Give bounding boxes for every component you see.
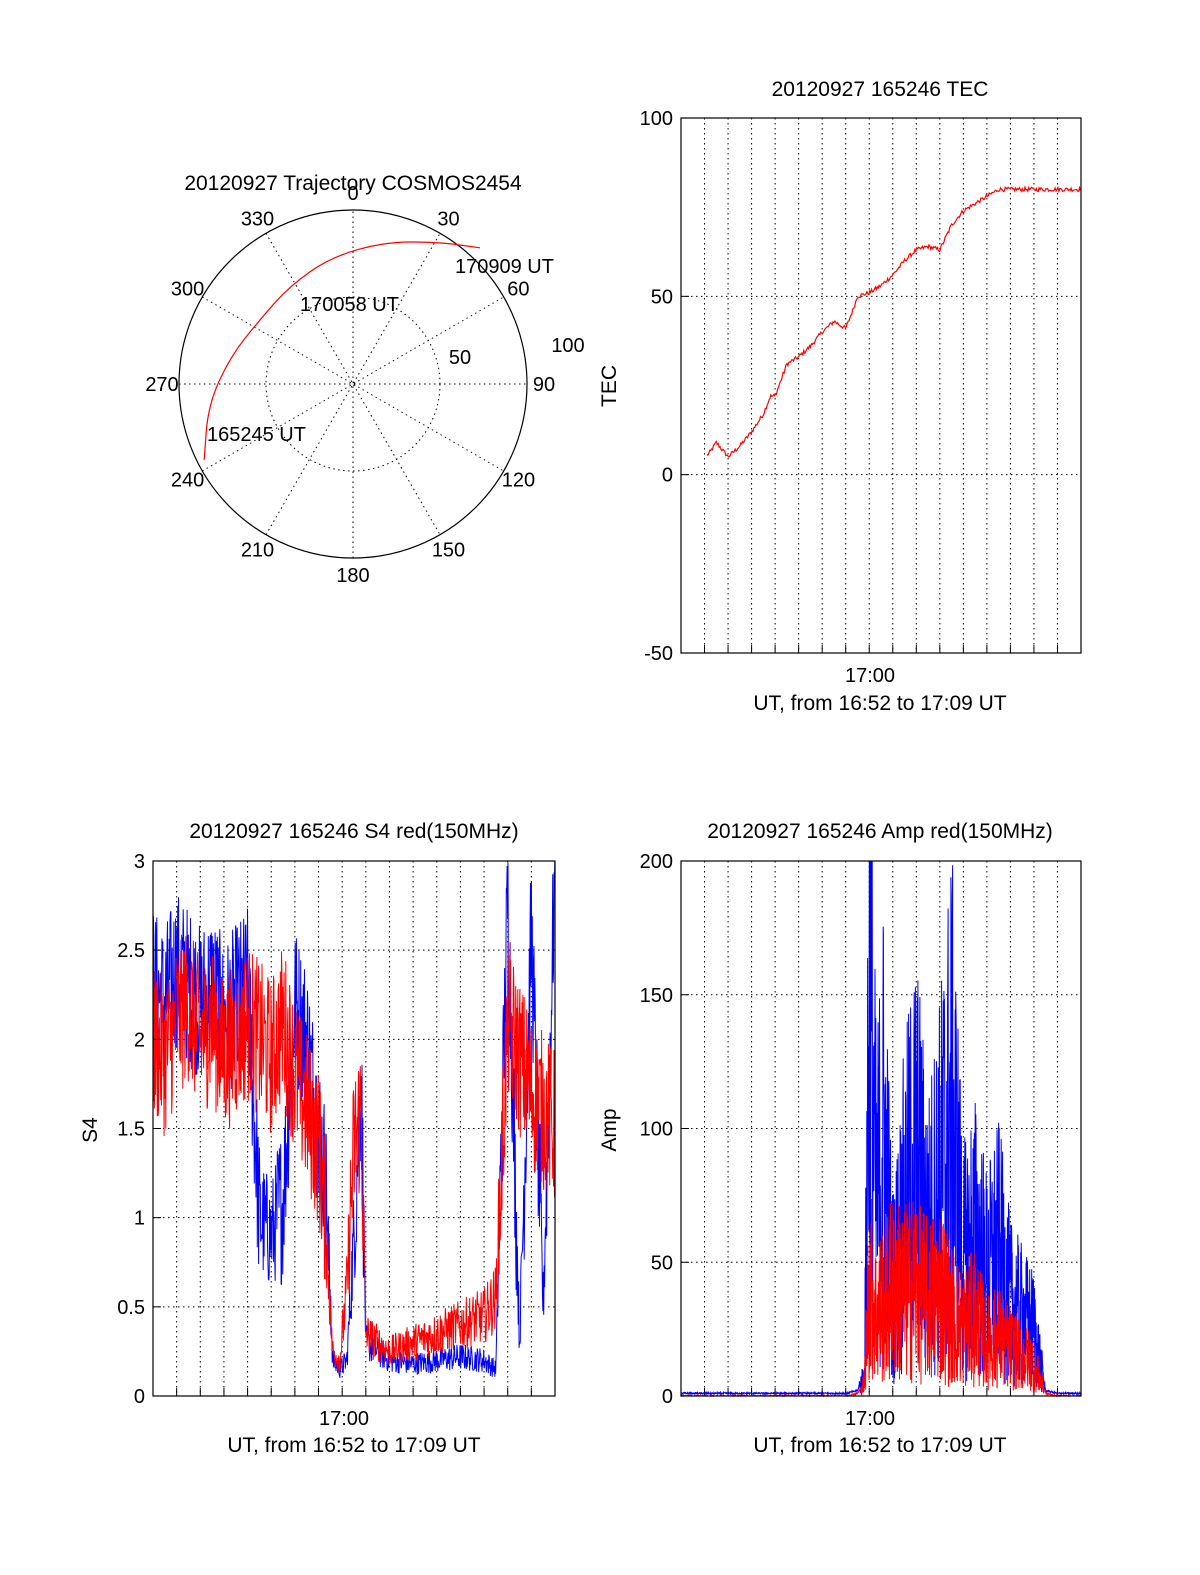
amp-ytick-label-50: 50 [651,1252,673,1274]
polar-spokes [179,210,527,558]
s4-ytick-label-0.5: 0.5 [117,1297,145,1319]
amp-ylabel: Amp [598,1108,621,1151]
polar-elev-label-50: 50 [449,347,471,369]
s4-series-1 [152,860,556,1378]
amp-y-ticks: 0 50 100 150 200 [640,851,689,1408]
tec-ytick-label-100: 100 [640,108,673,130]
trajectory-mid-label: 170058 UT [300,294,399,316]
amp-plot: 20120927 165246 Amp red(150MHz) 0 50 100 15… [598,820,1082,1457]
polar-spoke-60 [202,296,504,472]
tec-ytick-label-0: 0 [662,465,673,487]
polar-trajectory-plot: 20120927 Trajectory COSMOS2454 0 30 60 90 12… [145,172,584,587]
trajectory-start-label: 165245 UT [207,424,306,446]
s4-y-ticks: 0 0.5 1 1.5 2 2.5 3 [117,851,161,1408]
polar-elev-label-100: 100 [551,335,584,357]
s4-plot: 20120927 165246 S4 red(150MHz) 0 0.5 1 1.5 2… [79,820,556,1457]
polar-title: 20120927 Trajectory COSMOS2454 [184,172,522,195]
s4-ylabel: S4 [79,1117,102,1143]
tec-frame [680,117,1082,654]
s4-ytick-label-2: 2 [134,1029,145,1051]
polar-spoke-120 [202,296,504,472]
trajectory-line [203,241,481,460]
amp-series-0 [680,860,1082,1397]
polar-az-label-330: 330 [241,209,274,231]
trajectory-end-label: 170909 UT [455,256,554,278]
polar-az-label-60: 60 [507,279,529,301]
polar-az-label-30: 30 [437,209,459,231]
s4-xtick-label: 17:00 [319,1408,369,1430]
polar-az-label-120: 120 [502,470,535,492]
amp-ytick-label-150: 150 [640,985,673,1007]
polar-az-label-180: 180 [336,565,369,587]
amp-ytick-label-0: 0 [662,1386,673,1408]
tec-series-line [706,185,1082,458]
polar-spoke-150 [265,233,441,535]
amp-xtick-label: 17:00 [845,1408,895,1430]
amp-ytick-label-200: 200 [640,851,673,873]
s4-ytick-label-2.5: 2.5 [117,940,145,962]
s4-ytick-label-0: 0 [134,1386,145,1408]
amp-ytick-label-100: 100 [640,1119,673,1141]
tec-title: 20120927 165246 TEC [772,78,989,101]
s4-xlabel: UT, from 16:52 to 17:09 UT [227,1434,480,1457]
s4-title: 20120927 165246 S4 red(150MHz) [189,820,518,843]
s4-series-0 [152,934,556,1373]
polar-az-label-300: 300 [171,279,204,301]
tec-xtick-label: 17:00 [845,665,895,687]
polar-spoke-30 [265,233,441,535]
polar-azimuth-labels: 0 30 60 90 120 150 180 210 240 270 300 330 [145,183,555,587]
polar-az-label-150: 150 [432,539,465,561]
s4-ytick-label-1: 1 [134,1208,145,1230]
amp-title: 20120927 165246 Amp red(150MHz) [707,820,1053,843]
polar-az-label-0: 0 [347,183,358,205]
polar-az-label-240: 240 [171,470,204,492]
polar-az-label-90: 90 [533,374,555,396]
amp-series [680,860,1082,1398]
tec-grid [681,118,1081,653]
tec-ytick-label-50: 50 [651,286,673,308]
tec-ylabel: TEC [598,365,621,407]
tec-ytick-label--50: -50 [644,643,673,665]
s4-ytick-label-3: 3 [134,851,145,873]
tec-xlabel: UT, from 16:52 to 17:09 UT [753,692,1006,715]
amp-xlabel: UT, from 16:52 to 17:09 UT [753,1434,1006,1457]
s4-ytick-label-1.5: 1.5 [117,1119,145,1141]
polar-az-label-270: 270 [145,374,178,396]
polar-az-label-210: 210 [241,539,274,561]
s4-series [152,860,556,1378]
tec-y-ticks: -50 0 50 100 [640,108,689,665]
